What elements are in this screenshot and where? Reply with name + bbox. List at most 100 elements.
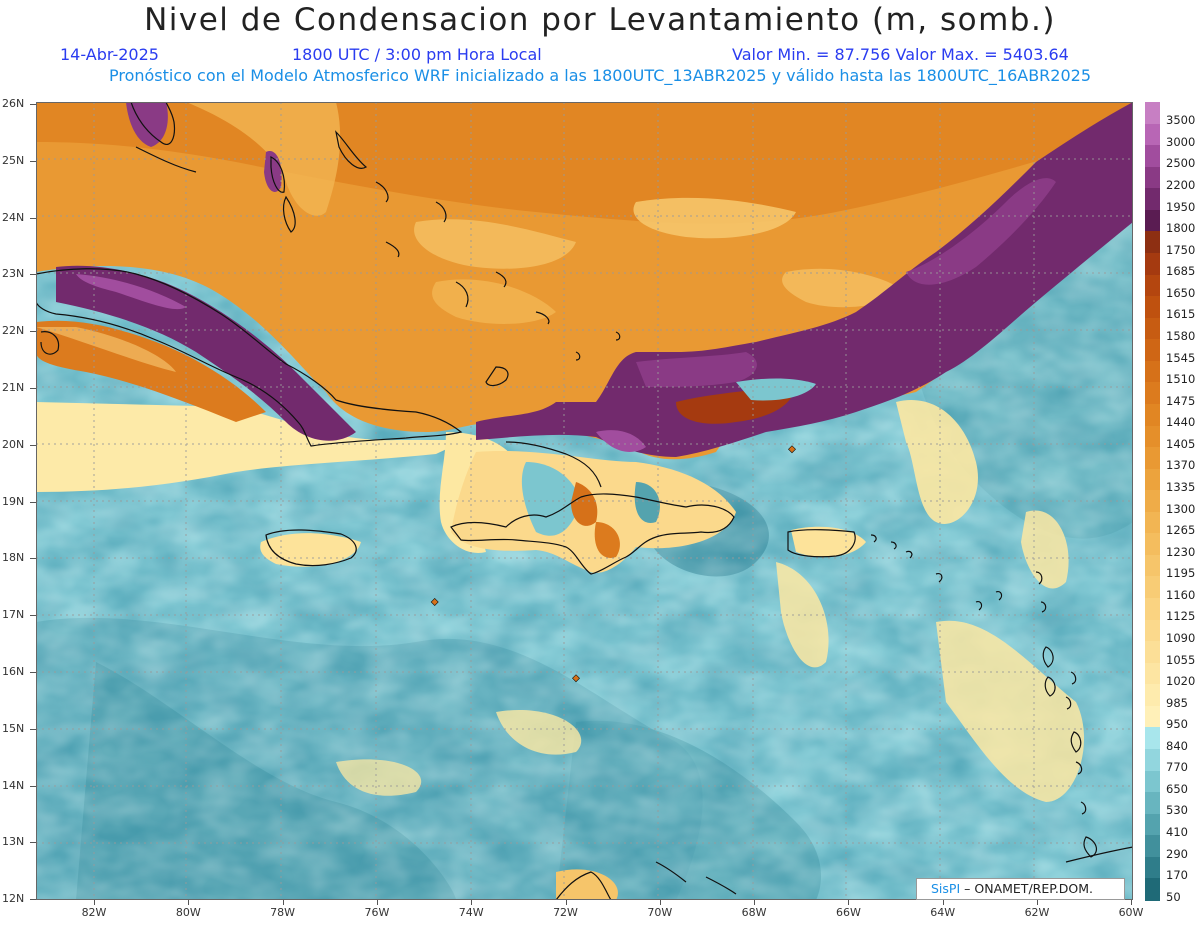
lat-tick	[30, 501, 36, 503]
lat-label: 25N	[2, 153, 25, 167]
lat-tick	[30, 104, 36, 105]
colorbar-label: 1125	[1166, 609, 1196, 624]
lon-tick	[754, 900, 756, 905]
colorbar-label: 410	[1166, 825, 1188, 840]
lon-tick	[659, 900, 661, 905]
lon-label: 62W	[1024, 906, 1050, 919]
map-title: Nivel de Condensacion por Levantamiento …	[144, 2, 1056, 38]
colorbar-segment	[1145, 878, 1160, 901]
colorbar-segment	[1145, 727, 1160, 750]
colorbar-segment	[1145, 684, 1160, 707]
colorbar-segment	[1145, 511, 1160, 534]
colorbar-segment	[1145, 705, 1160, 729]
lon-tick	[1037, 900, 1038, 905]
colorbar-label: 1300	[1166, 501, 1196, 516]
lon-label: 72W	[553, 906, 578, 919]
colorbar-segment	[1145, 813, 1160, 836]
lat-tick	[30, 217, 36, 219]
colorbar-segment	[1145, 533, 1160, 556]
colorbar-segment	[1145, 274, 1160, 297]
lat-label: 17N	[2, 608, 25, 622]
colorbar-segment	[1145, 598, 1160, 621]
lat-tick	[30, 331, 36, 333]
lon-label: 74W	[458, 906, 484, 919]
colorbar-segment	[1145, 209, 1160, 232]
colorbar-label: 1440	[1166, 415, 1196, 430]
lcl-shaded-field	[36, 102, 1133, 900]
lat-label: 19N	[2, 494, 25, 508]
lon-tick	[94, 900, 95, 905]
colorbar-segment	[1145, 554, 1160, 578]
lcl-map	[36, 102, 1133, 900]
colorbar-segment	[1145, 231, 1160, 254]
colorbar-label: 290	[1166, 846, 1188, 861]
colorbar-label: 1335	[1166, 479, 1196, 494]
lat-label: 23N	[2, 267, 25, 281]
lat-label: 16N	[2, 665, 25, 678]
lat-label: 21N	[2, 381, 25, 394]
colorbar-label: 770	[1166, 760, 1188, 775]
colorbar-label: 1160	[1166, 587, 1196, 602]
lat-label: 14N	[2, 778, 25, 792]
graticule	[36, 102, 1133, 900]
credit-text: – ONAMET/REP.DOM.	[964, 881, 1094, 896]
colorbar-label: 1650	[1166, 285, 1196, 300]
colorbar-segment	[1145, 792, 1160, 815]
colorbar-segment	[1145, 576, 1160, 599]
lon-tick	[282, 900, 284, 905]
colorbar-label: 530	[1166, 803, 1188, 818]
colorbar-label: 1800	[1166, 221, 1196, 236]
colorbar-segment	[1145, 102, 1160, 125]
min-max-values: Valor Min. = 87.756 Valor Max. = 5403.64	[732, 45, 1069, 64]
lon-tick	[848, 900, 850, 905]
valid-date: 14-Abr-2025	[60, 45, 159, 64]
colorbar-label: 1615	[1166, 307, 1196, 322]
colorbar-label: 170	[1166, 868, 1188, 883]
colorbar-segment	[1145, 166, 1160, 189]
colorbar-segment	[1145, 749, 1160, 772]
lat-label: 18N	[2, 551, 25, 565]
lat-tick	[30, 160, 36, 162]
lat-label: 24N	[2, 210, 25, 224]
colorbar-segment	[1145, 447, 1160, 470]
lat-tick	[30, 615, 36, 617]
colorbar-segment	[1145, 317, 1160, 340]
colorbar-label: 1475	[1166, 393, 1196, 408]
colorbar-label: 2200	[1166, 178, 1196, 193]
colorbar-segment	[1145, 425, 1160, 448]
colorbar-label: 1370	[1166, 458, 1196, 473]
lat-label: 12N	[2, 892, 25, 906]
colorbar-segment	[1145, 188, 1160, 211]
lat-tick	[30, 785, 36, 787]
lat-tick	[30, 388, 36, 389]
lon-label: 60W	[1118, 906, 1144, 919]
lat-tick	[30, 558, 36, 560]
lat-label: 26N	[2, 97, 25, 110]
colorbar-label: 1195	[1166, 566, 1196, 581]
lon-label: 80W	[175, 906, 201, 919]
colorbar-segment	[1145, 403, 1160, 427]
colorbar-label: 3500	[1166, 113, 1196, 128]
lat-tick	[30, 672, 36, 673]
lon-tick	[471, 900, 473, 905]
colorbar-segment	[1145, 382, 1160, 405]
colorbar-segment	[1145, 296, 1160, 319]
colorbar-label: 1750	[1166, 242, 1196, 257]
colorbar-segment	[1145, 468, 1160, 491]
sispi-logo: SisPI	[931, 881, 961, 896]
colorbar-segment	[1145, 641, 1160, 664]
colorbar-label: 1405	[1166, 436, 1196, 451]
colorbar-label: 1055	[1166, 652, 1196, 667]
colorbar-segment	[1145, 252, 1160, 276]
colorbar-segment	[1145, 770, 1160, 793]
colorbar-label: 2500	[1166, 156, 1196, 171]
forecast-info: Pronóstico con el Modelo Atmosferico WRF…	[108, 66, 1091, 85]
lon-label: 66W	[835, 906, 861, 919]
lat-label: 20N	[2, 437, 25, 451]
colorbar-label: 3000	[1166, 134, 1196, 149]
lon-label: 70W	[647, 906, 673, 919]
lat-label: 22N	[2, 324, 25, 338]
colorbar-segment	[1145, 360, 1160, 383]
colorbar-label: 650	[1166, 781, 1188, 796]
lon-label: 82W	[81, 906, 107, 919]
